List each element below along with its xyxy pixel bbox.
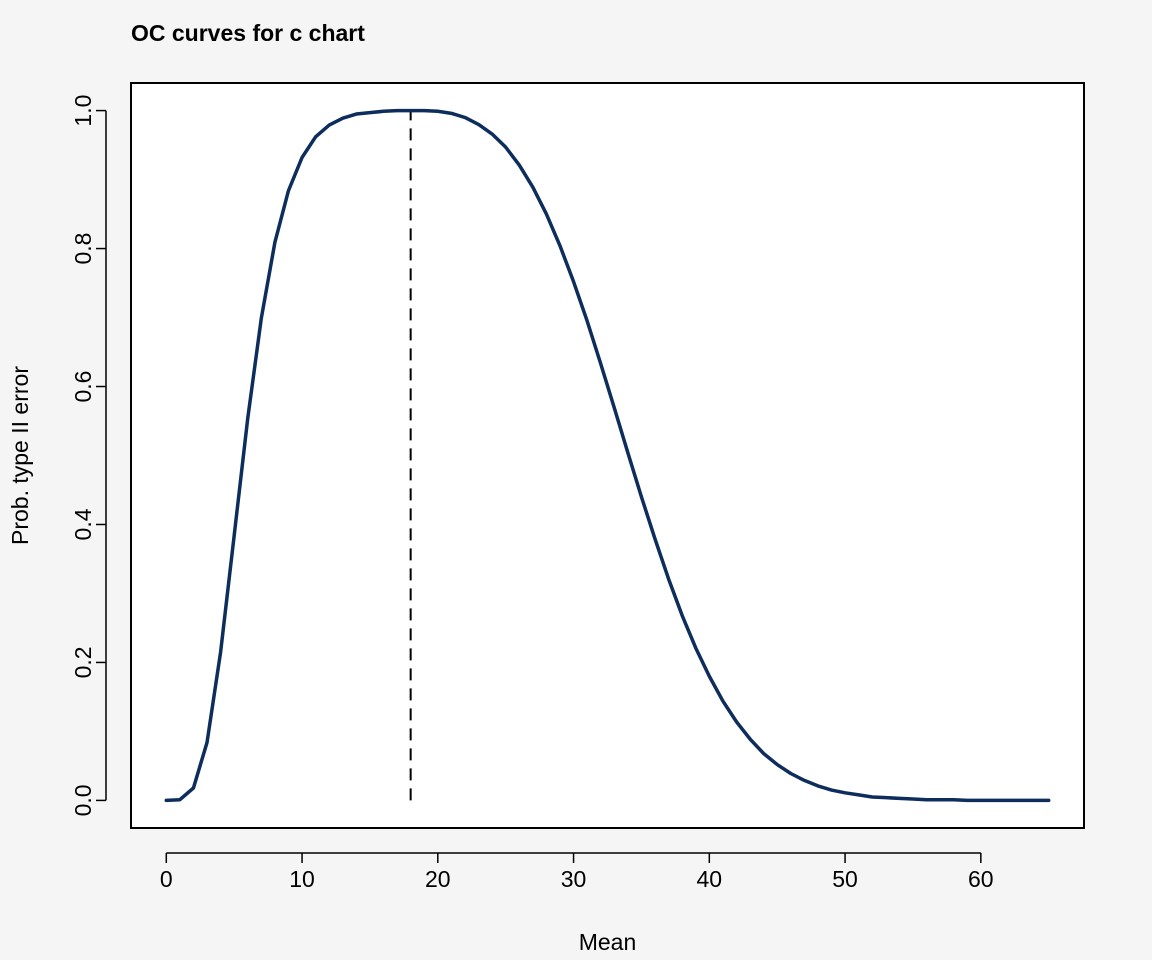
y-axis-label: Prob. type II error <box>7 366 33 545</box>
chart-title: OC curves for c chart <box>131 20 365 46</box>
y-tick-label: 0.4 <box>70 508 96 540</box>
x-tick-label: 60 <box>968 866 994 892</box>
series-layer <box>164 108 1051 803</box>
x-tick-label: 20 <box>425 866 451 892</box>
x-tick-label: 40 <box>697 866 723 892</box>
series-line <box>164 108 1051 803</box>
y-tick-label: 0.6 <box>70 371 96 403</box>
x-axis-label: Mean <box>579 929 637 955</box>
y-axis: 0.0 0.2 0.4 0.6 0.8 1.0 <box>70 95 107 816</box>
y-tick-label: 0.8 <box>70 233 96 265</box>
x-tick-label: 0 <box>160 866 173 892</box>
x-tick-label: 30 <box>561 866 587 892</box>
y-tick-label: 0.0 <box>70 784 96 816</box>
x-axis: 0 10 20 30 40 50 60 <box>160 852 994 892</box>
x-tick-label: 50 <box>832 866 858 892</box>
y-tick-label: 1.0 <box>70 95 96 127</box>
y-tick-label: 0.2 <box>70 646 96 678</box>
plot-area <box>130 82 1085 829</box>
x-tick-label: 10 <box>289 866 315 892</box>
